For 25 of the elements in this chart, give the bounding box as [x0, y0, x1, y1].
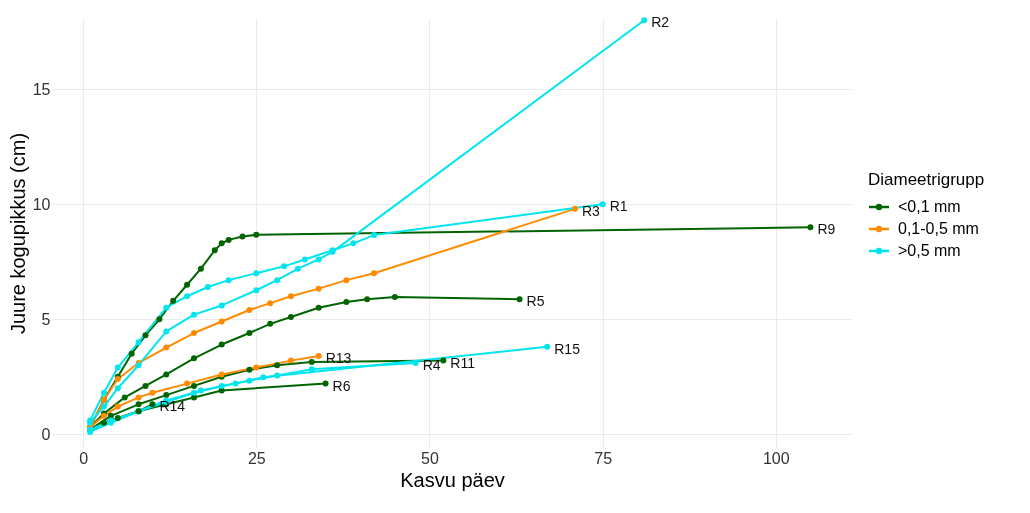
series-label: R3 [581, 202, 601, 219]
text: >0,5 mm [898, 242, 961, 260]
series-label: R6 [332, 377, 351, 394]
series-label: R1 [609, 198, 628, 215]
series-label: R9 [817, 221, 836, 238]
x-axis-title: Kasvu päev [400, 468, 505, 491]
series-label: R15 [554, 340, 581, 357]
y-tick-label: 15 [32, 80, 51, 98]
series-label: R4 [422, 356, 441, 373]
series-label: R5 [526, 293, 545, 310]
legend-title: Diameetrigrupp [868, 170, 985, 190]
y-tick-label: 10 [32, 195, 51, 213]
text: 0,1-0,5 mm [898, 220, 979, 238]
x-tick-label: 100 [762, 449, 790, 467]
series-label: R11 [450, 354, 476, 371]
x-tick-label: 50 [421, 449, 439, 467]
series-label: R2 [651, 14, 670, 31]
y-tick-label: 0 [41, 425, 51, 443]
x-tick-label: 75 [594, 449, 613, 467]
series-label: R14 [159, 398, 186, 415]
x-tick-label: 0 [79, 449, 89, 467]
y-tick-label: 5 [41, 310, 51, 328]
y-axis-title: Juure kogupikkus (cm) [6, 132, 29, 335]
text: <0,1 mm [898, 198, 961, 216]
x-tick-label: 25 [247, 449, 266, 467]
